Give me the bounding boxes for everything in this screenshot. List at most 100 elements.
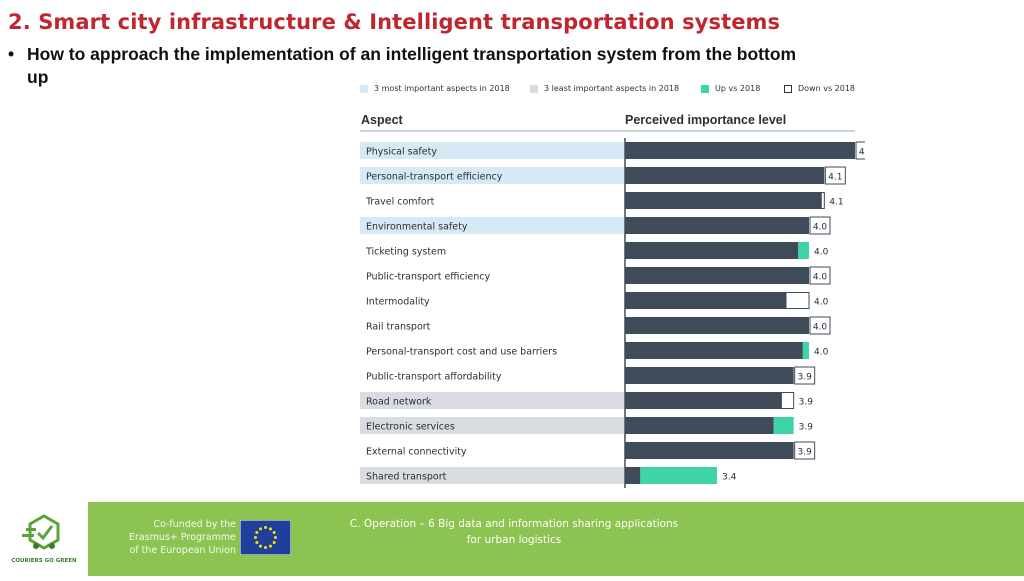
bar: [625, 142, 855, 159]
category-label: Environmental safety: [366, 222, 468, 233]
category-label: Physical safety: [366, 147, 437, 158]
eu-star-icon: [259, 544, 262, 548]
row-highlight: [360, 217, 624, 234]
value-label: 3.9: [798, 448, 813, 458]
slide-title: 2. Smart city infrastructure & Intellige…: [8, 10, 781, 34]
legend-swatch-up: [701, 84, 709, 93]
bar-increase: [640, 467, 717, 484]
row-highlight: [360, 167, 624, 184]
value-label: 3.9: [798, 373, 813, 383]
eu-star-icon: [269, 527, 272, 531]
eu-star-icon: [272, 531, 276, 534]
importance-chart: Aspect Perceived importance level Physic…: [355, 100, 865, 500]
eu-star-icon: [255, 531, 259, 534]
bar: [625, 317, 809, 334]
truck-leaf-logo-icon: COURIERS GO GREEN: [11, 514, 77, 564]
value-label-box: [809, 266, 831, 285]
bar: [625, 367, 794, 384]
value-label: 4.0: [814, 348, 829, 358]
legend-swatch-most-important: [360, 84, 368, 93]
value-label: 4.0: [814, 298, 829, 308]
value-label: 3.9: [799, 398, 814, 408]
category-label: Rail transport: [366, 322, 431, 333]
value-label: 4.0: [813, 273, 828, 283]
eu-star-icon: [272, 541, 276, 544]
bullet-dot-icon: •: [8, 44, 15, 64]
row-highlight: [360, 142, 624, 159]
category-label: External connectivity: [366, 447, 467, 458]
value-label-box: [824, 166, 846, 185]
category-label: Public-transport affordability: [366, 372, 502, 383]
bar: [625, 442, 794, 459]
legend-label-most-important: 3 most important aspects in 2018: [374, 84, 510, 93]
value-label-box: [809, 216, 831, 235]
legend-down: Down vs 2018: [784, 84, 855, 93]
value-label-box: [809, 316, 831, 335]
bar: [625, 217, 809, 234]
footer-caption-line-1: C. Operation – 6 Big data and informatio…: [349, 518, 679, 530]
value-label-box: [794, 441, 816, 460]
row-highlight: [360, 417, 624, 434]
eu-star-icon: [274, 536, 277, 539]
bar: [625, 417, 774, 434]
category-label: Ticketing system: [365, 247, 446, 258]
bar-chart-svg: Aspect Perceived importance level Physic…: [360, 113, 865, 488]
bar-increase: [773, 417, 794, 434]
couriers-go-green-logo: COURIERS GO GREEN: [0, 502, 88, 576]
eu-star-icon: [255, 541, 259, 544]
column-header-aspect: Aspect: [361, 113, 404, 127]
eu-star-icon: [254, 536, 257, 539]
bar: [625, 292, 786, 309]
footer-bar: COURIERS GO GREEN Co-funded by the Erasm…: [0, 502, 1024, 576]
eu-flag-icon: [240, 520, 291, 555]
bar-decrease: [780, 392, 795, 409]
bar: [625, 342, 803, 359]
value-label: 4.3: [859, 148, 865, 158]
eu-star-icon: [259, 527, 262, 531]
value-label-box: [855, 141, 865, 160]
category-label: Electronic services: [366, 422, 455, 433]
category-label: Travel comfort: [365, 197, 435, 208]
bullet-text: How to approach the implementation of an…: [27, 44, 797, 87]
bar-increase: [798, 242, 809, 259]
category-label: Personal-transport cost and use barriers: [366, 347, 557, 358]
category-label: Public-transport efficiency: [366, 272, 490, 283]
cofunded-text: Co-funded by the Erasmus+ Programme of t…: [118, 518, 236, 557]
bar-increase: [802, 342, 809, 359]
value-label-box: [794, 366, 816, 385]
legend-least-important: 3 least important aspects in 2018: [530, 84, 679, 93]
legend-label-down: Down vs 2018: [798, 84, 856, 93]
legend-most-important: 3 most important aspects in 2018: [360, 84, 510, 93]
eu-star-icon: [264, 526, 267, 529]
legend-label-up: Up vs 2018: [715, 84, 761, 93]
value-label: 4.1: [828, 173, 842, 183]
value-label: 3.9: [799, 423, 814, 433]
value-label: 4.0: [813, 223, 828, 233]
chart-legend: 3 most important aspects in 2018 3 least…: [360, 84, 860, 98]
category-label: Intermodality: [366, 297, 430, 308]
row-highlight: [360, 467, 624, 484]
bar: [625, 467, 641, 484]
bar-decrease: [820, 192, 825, 209]
value-label: 3.4: [722, 473, 737, 483]
bar: [625, 392, 782, 409]
category-label: Road network: [366, 397, 432, 408]
legend-label-least-important: 3 least important aspects in 2018: [544, 84, 680, 93]
column-header-importance: Perceived importance level: [625, 113, 786, 127]
eu-star-icon: [264, 546, 267, 549]
row-highlight: [360, 392, 624, 409]
bar: [625, 242, 799, 259]
bar-decrease: [785, 292, 810, 309]
legend-swatch-least-important: [530, 84, 538, 93]
cofunded-line-1: Co-funded by the: [153, 519, 236, 530]
eu-star-icon: [269, 544, 272, 548]
footer-caption-line-2: for urban logistics: [466, 534, 562, 546]
legend-up: Up vs 2018: [701, 84, 760, 93]
cofunded-line-2: Erasmus+ Programme: [128, 532, 236, 543]
bar: [625, 167, 825, 184]
cofunded-line-3: of the European Union: [129, 545, 236, 556]
legend-swatch-down: [784, 84, 792, 93]
value-label: 4.0: [814, 248, 829, 258]
value-label: 4.0: [813, 323, 828, 333]
bar: [625, 192, 822, 209]
